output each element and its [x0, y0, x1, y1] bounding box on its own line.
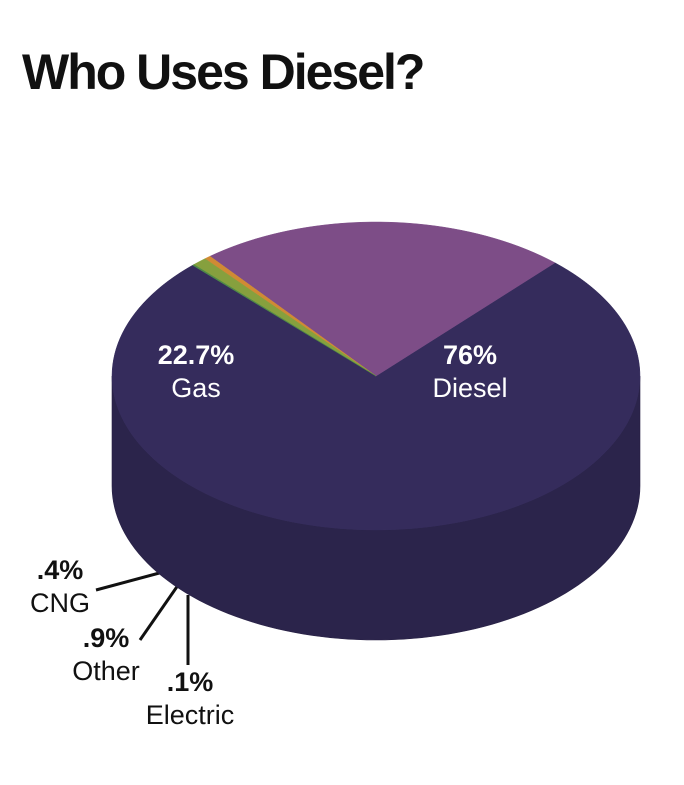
value-label: .1%: [167, 667, 214, 697]
category-label: Other: [72, 656, 140, 686]
category-label: Gas: [171, 373, 221, 403]
value-label: .4%: [37, 555, 84, 585]
category-label: Electric: [146, 700, 235, 730]
category-label: Diesel: [432, 373, 507, 403]
pie-tops: [111, 221, 641, 531]
chart-title: Who Uses Diesel?: [22, 44, 423, 100]
category-label: CNG: [30, 588, 90, 618]
value-label: .9%: [83, 623, 130, 653]
pie-slice: [209, 221, 556, 377]
value-label: 76%: [443, 340, 497, 370]
leader-line: [138, 577, 185, 641]
pie-slice: [111, 262, 641, 531]
value-label: 22.7%: [158, 340, 235, 370]
pie-slice: [192, 264, 377, 377]
